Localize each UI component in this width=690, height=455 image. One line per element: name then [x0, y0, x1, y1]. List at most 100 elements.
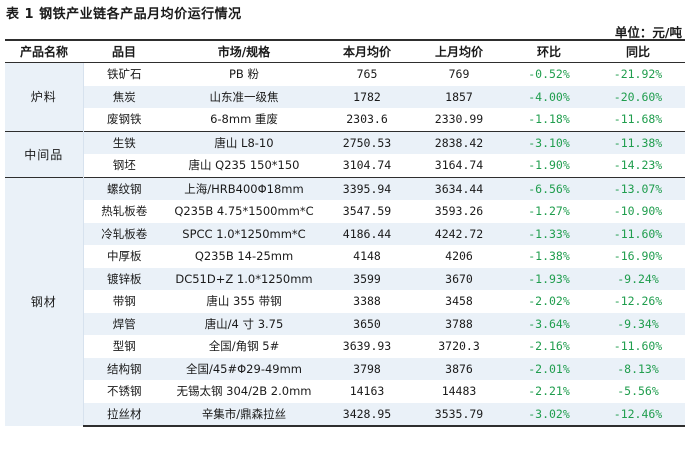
item-cell: 焊管 — [83, 312, 165, 335]
spec-cell: 全国/45#Φ29-49mm — [165, 357, 323, 380]
item-cell: 结构钢 — [83, 357, 165, 380]
spec-cell: 无锡太钢 304/2B 2.0mm — [176, 384, 312, 399]
table-row: 型钢 全国/角钢 5# 3639.93 3720.3 -2.16% -11.60… — [5, 335, 685, 358]
unit-label: 单位：元/吨 — [614, 25, 682, 40]
spec-cell: 唐山 355 带钢 — [206, 294, 282, 309]
item-cell: 冷轧板卷 — [83, 222, 165, 245]
spec-cell: Q235B 14-25mm — [194, 249, 294, 264]
mom-cell: -3.64% — [507, 312, 591, 335]
table-row: 中间品 生铁 唐山 L8-10 2750.53 2838.42 -3.10% -… — [5, 130, 685, 177]
previous-avg-cell: 2330.99 — [434, 112, 484, 127]
mom-cell: -1.38% — [528, 249, 570, 264]
previous-avg-cell: 3720.3 — [438, 339, 480, 354]
previous-avg-cell: 1857 — [411, 85, 507, 108]
group-intermediate: 中间品 生铁 唐山 L8-10 2750.53 2838.42 -3.10% -… — [5, 130, 685, 177]
current-avg-cell: 3104.74 — [342, 158, 392, 173]
spec-cell: 唐山 Q235 150*150 — [188, 158, 300, 173]
current-avg-cell: 3599 — [323, 267, 411, 290]
yoy-cell: -11.68% — [613, 112, 663, 127]
yoy-cell: -9.24% — [591, 267, 685, 290]
yoy-cell: -9.34% — [591, 312, 685, 335]
header-row: 产品名称 品目 市场/规格 本月均价 上月均价 环比 同比 — [5, 39, 685, 63]
header-product-name: 产品名称 — [5, 39, 83, 63]
item-cell: 钢坯 — [112, 158, 136, 173]
item-cell: 中厚板 — [107, 249, 142, 264]
mom-cell: -1.93% — [507, 267, 591, 290]
group-label: 钢材 — [5, 176, 84, 426]
yoy-cell: -11.60% — [613, 339, 663, 354]
item-cell: 镀锌板 — [83, 267, 165, 290]
previous-avg-cell: 3164.74 — [434, 158, 484, 173]
yoy-cell: -11.60% — [591, 222, 685, 245]
group-label: 炉料 — [5, 62, 84, 131]
item-cell: 螺纹钢 — [83, 176, 165, 200]
table-row: 焦炭 山东准一级焦 1782 1857 -4.00% -20.60% — [5, 85, 685, 108]
current-avg-cell: 3798 — [323, 357, 411, 380]
current-avg-cell: 1782 — [323, 85, 411, 108]
table-row: 废钢铁 6-8mm 重废 2303.6 2330.99 -1.18% -11.6… — [5, 108, 685, 131]
yoy-cell: -8.13% — [591, 357, 685, 380]
current-avg-cell: 3547.59 — [342, 204, 392, 219]
mom-cell: -2.01% — [507, 357, 591, 380]
mom-cell: -6.56% — [507, 176, 591, 200]
table-row: 拉丝材 辛集市/鼎森拉丝 3428.95 3535.79 -3.02% -12.… — [5, 402, 685, 427]
spec-cell: 山东准一级焦 — [165, 85, 323, 108]
table-row: 钢材 螺纹钢 上海/HRB400Φ18mm 3395.94 3634.44 -6… — [5, 176, 685, 426]
yoy-cell: -11.38% — [591, 130, 685, 154]
item-cell: 热轧板卷 — [101, 204, 148, 219]
current-avg-cell: 14163 — [349, 384, 385, 399]
header-yoy: 同比 — [591, 39, 685, 63]
mom-cell: -1.18% — [528, 112, 570, 127]
current-avg-cell: 2303.6 — [346, 112, 388, 127]
previous-avg-cell: 3670 — [411, 267, 507, 290]
item-cell: 焦炭 — [83, 85, 165, 108]
current-avg-cell: 3650 — [323, 312, 411, 335]
previous-avg-cell: 3458 — [445, 294, 473, 309]
item-cell: 型钢 — [112, 339, 136, 354]
item-cell: 带钢 — [112, 294, 136, 309]
mom-cell: -3.02% — [507, 402, 591, 427]
group-furnace-charge: 炉料 铁矿石 PB 粉 765 769 -0.52% -21.92% 焦炭 山东… — [5, 62, 685, 131]
table-row: 炉料 铁矿石 PB 粉 765 769 -0.52% -21.92% — [5, 62, 685, 131]
table-row: 镀锌板 DC51D+Z 1.0*1250mm 3599 3670 -1.93% … — [5, 267, 685, 290]
header-mom: 环比 — [507, 39, 591, 63]
current-avg-cell: 4186.44 — [323, 222, 411, 245]
table-row: 中厚板 Q235B 14-25mm 4148 4206 -1.38% -16.9… — [5, 245, 685, 268]
item-cell: 废钢铁 — [107, 112, 142, 127]
yoy-cell: -12.26% — [613, 294, 663, 309]
spec-cell: 辛集市/鼎森拉丝 — [165, 402, 323, 427]
spec-cell: SPCC 1.0*1250mm*C — [165, 222, 323, 245]
header-previous-avg: 上月均价 — [411, 39, 507, 63]
table-row: 带钢 唐山 355 带钢 3388 3458 -2.02% -12.26% — [5, 290, 685, 313]
mom-cell: -1.33% — [507, 222, 591, 245]
mom-cell: -1.27% — [528, 204, 570, 219]
current-avg-cell: 3428.95 — [323, 402, 411, 427]
group-steel: 钢材 螺纹钢 上海/HRB400Φ18mm 3395.94 3634.44 -6… — [5, 176, 685, 427]
spec-cell: DC51D+Z 1.0*1250mm — [165, 267, 323, 290]
spec-cell: 全国/角钢 5# — [208, 339, 280, 354]
spec-cell: 唐山 L8-10 — [165, 130, 323, 154]
previous-avg-cell: 3593.26 — [434, 204, 484, 219]
table-row: 焊管 唐山/4 寸 3.75 3650 3788 -3.64% -9.34% — [5, 312, 685, 335]
mom-cell: -1.90% — [528, 158, 570, 173]
mom-cell: -2.21% — [528, 384, 570, 399]
previous-avg-cell: 2838.42 — [411, 130, 507, 154]
yoy-cell: -21.92% — [591, 62, 685, 86]
current-avg-cell: 4148 — [353, 249, 381, 264]
previous-avg-cell: 769 — [411, 62, 507, 86]
yoy-cell: -16.90% — [613, 249, 663, 264]
header-market-spec: 市场/规格 — [165, 39, 323, 63]
current-avg-cell: 3639.93 — [342, 339, 392, 354]
previous-avg-cell: 3876 — [411, 357, 507, 380]
previous-avg-cell: 3634.44 — [411, 176, 507, 200]
mom-cell: -3.10% — [507, 130, 591, 154]
item-cell: 铁矿石 — [83, 62, 165, 86]
header-item: 品目 — [83, 39, 165, 63]
yoy-cell: -13.07% — [591, 176, 685, 200]
table-row: 结构钢 全国/45#Φ29-49mm 3798 3876 -2.01% -8.1… — [5, 357, 685, 380]
current-avg-cell: 3395.94 — [323, 176, 411, 200]
spec-cell: 唐山/4 寸 3.75 — [165, 312, 323, 335]
mom-cell: -0.52% — [507, 62, 591, 86]
yoy-cell: -14.23% — [613, 158, 663, 173]
table-caption: 表 1 钢铁产业链各产品月均价运行情况 — [6, 7, 242, 22]
